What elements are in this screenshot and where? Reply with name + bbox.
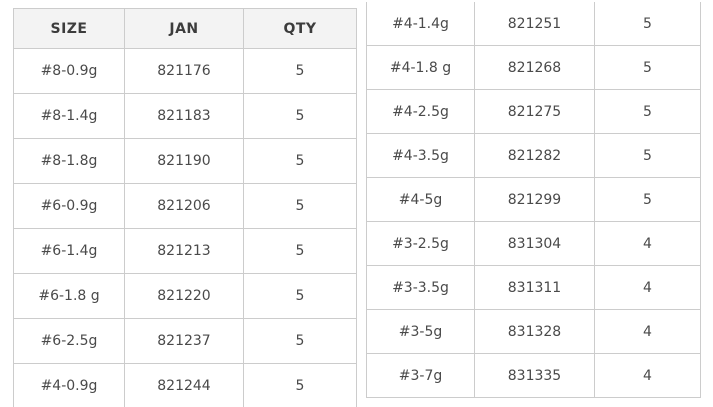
qty-cell: 5 <box>243 93 357 139</box>
qty-cell: 5 <box>594 2 701 46</box>
jan-cell: 831304 <box>474 221 595 266</box>
jan-cell: 821268 <box>474 45 595 90</box>
size-cell: #4-3.5g <box>366 133 475 178</box>
size-cell: #4-5g <box>366 177 475 222</box>
table-row: #3-2.5g 831304 4 <box>366 221 701 266</box>
table-row: #4-1.4g 821251 5 <box>366 2 701 46</box>
table-row: #4-0.9g 821244 5 <box>13 363 357 407</box>
jan-cell: 821176 <box>124 48 244 94</box>
jan-cell: 821237 <box>124 318 244 364</box>
size-cell: #8-1.4g <box>13 93 125 139</box>
size-cell: #6-2.5g <box>13 318 125 364</box>
table-row: #4-5g 821299 5 <box>366 177 701 222</box>
jan-cell: 821282 <box>474 133 595 178</box>
table-header-row: SIZE JAN QTY <box>13 8 357 49</box>
product-table-right: #4-1.4g 821251 5 #4-1.8 g 821268 5 #4-2.… <box>366 2 701 398</box>
product-table-left: SIZE JAN QTY #8-0.9g 821176 5 #8-1.4g 82… <box>13 8 357 407</box>
table-row: #6-2.5g 821237 5 <box>13 318 357 364</box>
size-cell: #6-0.9g <box>13 183 125 229</box>
size-cell: #4-2.5g <box>366 89 475 134</box>
qty-cell: 5 <box>243 183 357 229</box>
qty-cell: 4 <box>594 221 701 266</box>
jan-cell: 821251 <box>474 2 595 46</box>
table-row: #6-1.8 g 821220 5 <box>13 273 357 319</box>
jan-cell: 821220 <box>124 273 244 319</box>
qty-cell: 4 <box>594 353 701 398</box>
size-cell: #4-0.9g <box>13 363 125 407</box>
column-header-qty: QTY <box>243 8 357 49</box>
jan-cell: 831328 <box>474 309 595 354</box>
qty-cell: 5 <box>594 45 701 90</box>
table-row: #8-0.9g 821176 5 <box>13 48 357 94</box>
table-row: #8-1.8g 821190 5 <box>13 138 357 184</box>
qty-cell: 5 <box>243 228 357 274</box>
size-cell: #3-2.5g <box>366 221 475 266</box>
size-cell: #3-5g <box>366 309 475 354</box>
size-cell: #4-1.8 g <box>366 45 475 90</box>
table-row: #3-5g 831328 4 <box>366 309 701 354</box>
size-cell: #6-1.4g <box>13 228 125 274</box>
qty-cell: 4 <box>594 309 701 354</box>
size-cell: #8-1.8g <box>13 138 125 184</box>
table-row: #3-3.5g 831311 4 <box>366 265 701 310</box>
column-header-jan: JAN <box>124 8 244 49</box>
qty-cell: 5 <box>594 177 701 222</box>
jan-cell: 821190 <box>124 138 244 184</box>
qty-cell: 4 <box>594 265 701 310</box>
qty-cell: 5 <box>243 48 357 94</box>
table-row: #3-7g 831335 4 <box>366 353 701 398</box>
jan-cell: 821206 <box>124 183 244 229</box>
jan-cell: 821275 <box>474 89 595 134</box>
qty-cell: 5 <box>243 138 357 184</box>
jan-cell: 821299 <box>474 177 595 222</box>
table-row: #8-1.4g 821183 5 <box>13 93 357 139</box>
size-cell: #4-1.4g <box>366 2 475 46</box>
jan-cell: 831335 <box>474 353 595 398</box>
qty-cell: 5 <box>243 363 357 407</box>
size-cell: #3-3.5g <box>366 265 475 310</box>
jan-cell: 821244 <box>124 363 244 407</box>
table-row: #4-3.5g 821282 5 <box>366 133 701 178</box>
table-row: #4-1.8 g 821268 5 <box>366 45 701 90</box>
table-row: #6-0.9g 821206 5 <box>13 183 357 229</box>
jan-cell: 821183 <box>124 93 244 139</box>
qty-cell: 5 <box>243 273 357 319</box>
size-cell: #8-0.9g <box>13 48 125 94</box>
qty-cell: 5 <box>594 133 701 178</box>
table-row: #6-1.4g 821213 5 <box>13 228 357 274</box>
jan-cell: 831311 <box>474 265 595 310</box>
size-cell: #6-1.8 g <box>13 273 125 319</box>
jan-cell: 821213 <box>124 228 244 274</box>
qty-cell: 5 <box>594 89 701 134</box>
column-header-size: SIZE <box>13 8 125 49</box>
qty-cell: 5 <box>243 318 357 364</box>
table-row: #4-2.5g 821275 5 <box>366 89 701 134</box>
size-cell: #3-7g <box>366 353 475 398</box>
